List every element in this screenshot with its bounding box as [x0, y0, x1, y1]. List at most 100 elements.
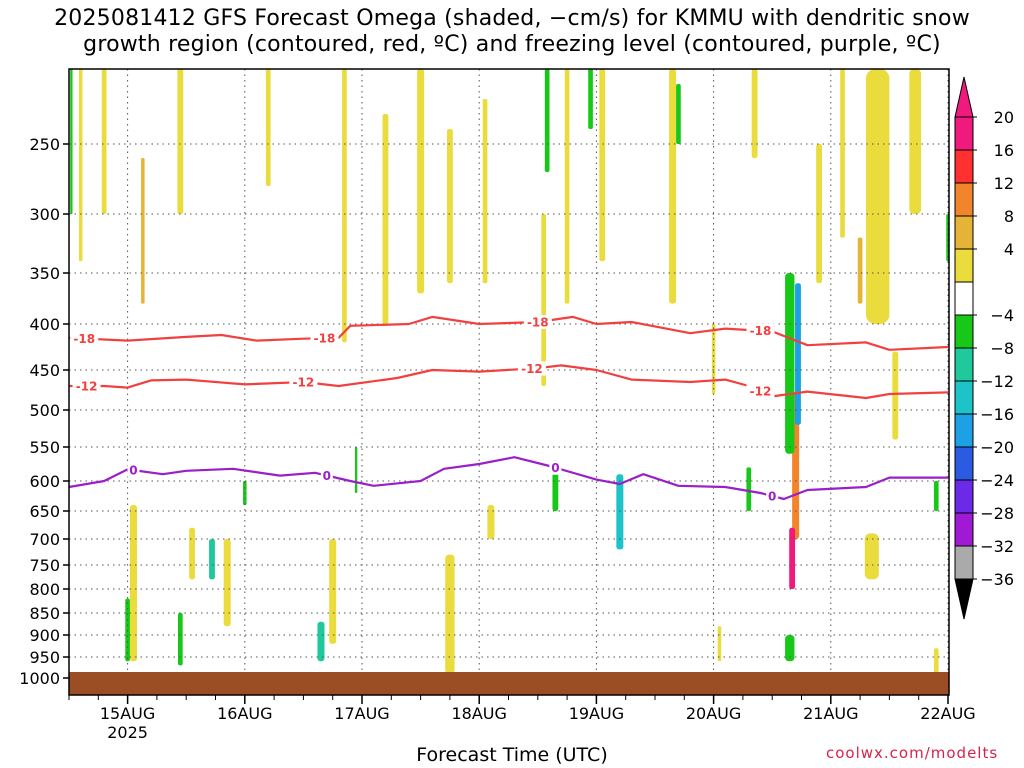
contour-label: -18 — [750, 324, 772, 338]
colorbar-swatch — [954, 281, 974, 316]
colorbar-bottom-arrow — [954, 578, 974, 620]
colorbar-swatch — [954, 380, 974, 415]
omega-cell — [487, 505, 495, 539]
omega-cell — [446, 129, 453, 284]
y-tick-label: 400 — [29, 315, 60, 334]
omega-cell — [101, 69, 107, 214]
colorbar-label: −36 — [980, 570, 1014, 589]
omega-cell — [125, 598, 130, 662]
x-tick-label: 20AUG — [686, 704, 741, 723]
omega-cell — [789, 527, 796, 589]
colorbar-swatch — [954, 347, 974, 382]
colorbar-swatch — [954, 248, 974, 283]
omega-cell — [541, 214, 547, 386]
omega-cell — [816, 144, 823, 284]
x-tick-label: 16AUG — [217, 704, 272, 723]
omega-cell — [78, 69, 83, 262]
chart-title-line2: growth region (contoured, red, ºC) and f… — [83, 32, 941, 57]
contour-label: -18 — [73, 332, 95, 346]
y-tick-label: 800 — [29, 580, 60, 599]
colorbar-label: −32 — [980, 537, 1014, 556]
omega-cell — [933, 648, 939, 674]
colorbar-label: −16 — [980, 405, 1014, 424]
y-tick-label: 500 — [29, 401, 60, 420]
x-tick-label: 18AUG — [451, 704, 506, 723]
omega-cell — [189, 527, 195, 580]
contour-label-bg — [72, 379, 101, 393]
contour-label-bg — [517, 361, 546, 376]
contour-label-bg — [289, 375, 318, 389]
colorbar-label: −24 — [980, 471, 1014, 490]
colorbar-label: −8 — [990, 339, 1014, 358]
contour-label-bg — [746, 323, 775, 338]
omega-cell — [482, 99, 488, 284]
omega-cell — [141, 158, 145, 304]
y-axis-ticks: 250 300 350 400 450 500 550 600 650 700 750 800 850 9… — [19, 135, 69, 688]
omega-cell — [223, 539, 231, 627]
colorbar-swatch — [954, 314, 974, 349]
omega-cell — [751, 69, 758, 158]
colorbar-swatch — [954, 215, 974, 250]
omega-cell — [676, 84, 681, 144]
omega-cell — [892, 351, 899, 440]
contour-line — [69, 315, 949, 351]
contour-label: -18 — [527, 315, 549, 329]
x-tick-label: 21AUG — [803, 704, 858, 723]
colorbar-label: 20 — [994, 108, 1014, 127]
omega-cell — [265, 69, 271, 186]
colorbar-label: 16 — [994, 141, 1014, 160]
y-tick-label: 300 — [29, 205, 60, 224]
colorbar-swatch — [954, 512, 974, 547]
chart-title: 2025081412 GFS Forecast Omega (shaded, −… — [0, 6, 1024, 58]
y-tick-label: 600 — [29, 472, 60, 491]
contour-label-bg — [310, 331, 339, 346]
colorbar-label: −4 — [990, 306, 1014, 325]
omega-cell — [795, 283, 801, 425]
omega-cell — [865, 69, 890, 324]
contour-label-bg — [320, 468, 333, 483]
omega-cell — [329, 539, 337, 644]
omega-cell — [669, 69, 677, 304]
omega-cell — [129, 505, 137, 662]
omega-cell — [616, 474, 624, 550]
omega-cell — [209, 539, 215, 580]
y-tick-label: 900 — [29, 626, 60, 645]
omega-cell — [746, 467, 752, 511]
contour-label-bg — [70, 331, 99, 346]
colorbar-swatch — [954, 413, 974, 448]
omega-shading — [70, 69, 949, 674]
omega-cell — [544, 69, 550, 172]
y-tick-label: 650 — [29, 502, 60, 521]
y-tick-label: 250 — [29, 135, 60, 154]
colorbar-swatch — [954, 182, 974, 217]
y-tick-label: 550 — [29, 438, 60, 457]
y-tick-label: 750 — [29, 556, 60, 575]
contour-label: 0 — [551, 461, 559, 475]
x-tick-sublabel: 2025 — [107, 723, 148, 742]
omega-cell — [177, 69, 184, 214]
omega-cell — [717, 626, 722, 662]
omega-cell — [599, 69, 606, 262]
contour-label: 0 — [768, 490, 776, 504]
omega-cell — [840, 69, 845, 238]
x-tick-label: 22AUG — [920, 704, 975, 723]
contour-label: -12 — [76, 380, 98, 394]
x-tick-label: 15AUG — [100, 704, 155, 723]
x-tick-label: 17AUG — [334, 704, 389, 723]
x-tick-label: 19AUG — [569, 704, 624, 723]
omega-cell — [564, 69, 570, 304]
contour-label-bg — [523, 314, 552, 329]
contour-label-bg — [549, 460, 562, 475]
contour-label-bg — [766, 489, 779, 503]
omega-cell — [588, 69, 593, 129]
y-tick-label: 700 — [29, 530, 60, 549]
colorbar: 20 16 12 8 4 −4 −8 −12 −16 −20 −24 −28 −32 −36 — [954, 76, 1014, 620]
contour-label: 0 — [323, 469, 331, 483]
omega-cell — [382, 114, 389, 324]
y-tick-label: 450 — [29, 361, 60, 380]
colorbar-label: 8 — [1004, 207, 1014, 226]
y-tick-label: 950 — [29, 648, 60, 667]
omega-cell — [445, 554, 455, 674]
